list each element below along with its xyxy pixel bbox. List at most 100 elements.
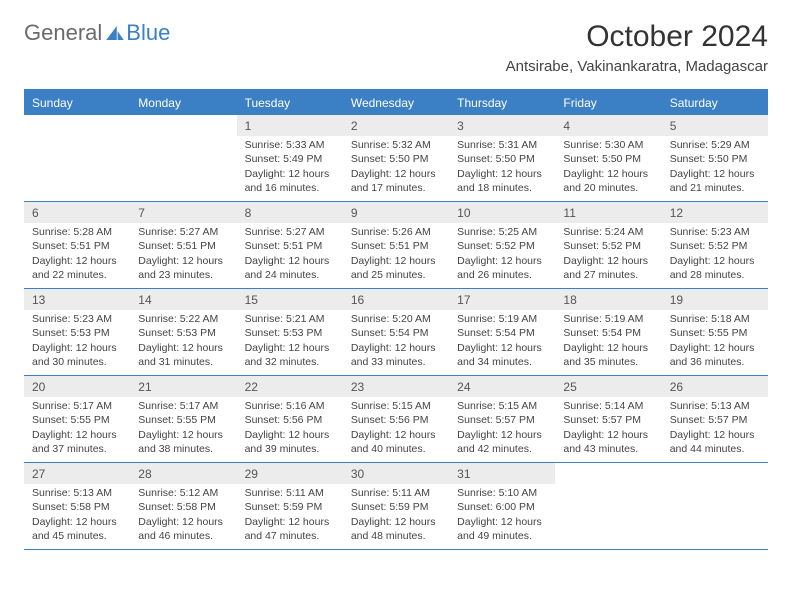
day-details: Sunrise: 5:27 AMSunset: 5:51 PMDaylight:… (237, 223, 343, 286)
day-header: Tuesday (237, 91, 343, 115)
day-number: 30 (343, 463, 449, 484)
day-number: 13 (24, 289, 130, 310)
empty-cell (662, 463, 768, 549)
day-cell: 22Sunrise: 5:16 AMSunset: 5:56 PMDayligh… (237, 376, 343, 462)
day-number: 11 (555, 202, 661, 223)
day-number: 8 (237, 202, 343, 223)
day-number: 17 (449, 289, 555, 310)
day-number: 25 (555, 376, 661, 397)
day-cell: 30Sunrise: 5:11 AMSunset: 5:59 PMDayligh… (343, 463, 449, 549)
day-number: 18 (555, 289, 661, 310)
day-details: Sunrise: 5:20 AMSunset: 5:54 PMDaylight:… (343, 310, 449, 373)
day-number: 27 (24, 463, 130, 484)
sail-icon (106, 26, 124, 40)
day-cell: 31Sunrise: 5:10 AMSunset: 6:00 PMDayligh… (449, 463, 555, 549)
day-cell: 11Sunrise: 5:24 AMSunset: 5:52 PMDayligh… (555, 202, 661, 288)
day-cell: 5Sunrise: 5:29 AMSunset: 5:50 PMDaylight… (662, 115, 768, 201)
day-details: Sunrise: 5:11 AMSunset: 5:59 PMDaylight:… (237, 484, 343, 547)
empty-cell (555, 463, 661, 549)
day-details: Sunrise: 5:10 AMSunset: 6:00 PMDaylight:… (449, 484, 555, 547)
week-row: 13Sunrise: 5:23 AMSunset: 5:53 PMDayligh… (24, 289, 768, 376)
day-cell: 27Sunrise: 5:13 AMSunset: 5:58 PMDayligh… (24, 463, 130, 549)
day-details: Sunrise: 5:29 AMSunset: 5:50 PMDaylight:… (662, 136, 768, 199)
header: General Blue October 2024 Antsirabe, Vak… (24, 20, 768, 75)
day-header: Sunday (24, 91, 130, 115)
day-number: 1 (237, 115, 343, 136)
logo-text-blue: Blue (126, 20, 170, 46)
day-details: Sunrise: 5:23 AMSunset: 5:52 PMDaylight:… (662, 223, 768, 286)
day-details: Sunrise: 5:13 AMSunset: 5:58 PMDaylight:… (24, 484, 130, 547)
day-cell: 28Sunrise: 5:12 AMSunset: 5:58 PMDayligh… (130, 463, 236, 549)
day-number: 10 (449, 202, 555, 223)
day-details: Sunrise: 5:27 AMSunset: 5:51 PMDaylight:… (130, 223, 236, 286)
day-number: 6 (24, 202, 130, 223)
logo: General Blue (24, 20, 170, 46)
day-details: Sunrise: 5:26 AMSunset: 5:51 PMDaylight:… (343, 223, 449, 286)
calendar: SundayMondayTuesdayWednesdayThursdayFrid… (24, 89, 768, 550)
day-details: Sunrise: 5:31 AMSunset: 5:50 PMDaylight:… (449, 136, 555, 199)
day-cell: 14Sunrise: 5:22 AMSunset: 5:53 PMDayligh… (130, 289, 236, 375)
day-cell: 2Sunrise: 5:32 AMSunset: 5:50 PMDaylight… (343, 115, 449, 201)
day-details: Sunrise: 5:28 AMSunset: 5:51 PMDaylight:… (24, 223, 130, 286)
day-header: Thursday (449, 91, 555, 115)
day-cell: 29Sunrise: 5:11 AMSunset: 5:59 PMDayligh… (237, 463, 343, 549)
day-number: 15 (237, 289, 343, 310)
day-cell: 26Sunrise: 5:13 AMSunset: 5:57 PMDayligh… (662, 376, 768, 462)
day-details: Sunrise: 5:18 AMSunset: 5:55 PMDaylight:… (662, 310, 768, 373)
week-row: 6Sunrise: 5:28 AMSunset: 5:51 PMDaylight… (24, 202, 768, 289)
day-details: Sunrise: 5:23 AMSunset: 5:53 PMDaylight:… (24, 310, 130, 373)
day-number: 21 (130, 376, 236, 397)
day-cell: 4Sunrise: 5:30 AMSunset: 5:50 PMDaylight… (555, 115, 661, 201)
day-number: 29 (237, 463, 343, 484)
day-details: Sunrise: 5:19 AMSunset: 5:54 PMDaylight:… (555, 310, 661, 373)
day-header: Monday (130, 91, 236, 115)
day-cell: 13Sunrise: 5:23 AMSunset: 5:53 PMDayligh… (24, 289, 130, 375)
day-cell: 16Sunrise: 5:20 AMSunset: 5:54 PMDayligh… (343, 289, 449, 375)
day-number: 9 (343, 202, 449, 223)
week-row: 1Sunrise: 5:33 AMSunset: 5:49 PMDaylight… (24, 115, 768, 202)
day-details: Sunrise: 5:17 AMSunset: 5:55 PMDaylight:… (130, 397, 236, 460)
day-header: Wednesday (343, 91, 449, 115)
day-details: Sunrise: 5:25 AMSunset: 5:52 PMDaylight:… (449, 223, 555, 286)
day-cell: 25Sunrise: 5:14 AMSunset: 5:57 PMDayligh… (555, 376, 661, 462)
day-number: 20 (24, 376, 130, 397)
week-row: 27Sunrise: 5:13 AMSunset: 5:58 PMDayligh… (24, 463, 768, 550)
day-number: 2 (343, 115, 449, 136)
day-details: Sunrise: 5:21 AMSunset: 5:53 PMDaylight:… (237, 310, 343, 373)
day-details: Sunrise: 5:30 AMSunset: 5:50 PMDaylight:… (555, 136, 661, 199)
day-cell: 18Sunrise: 5:19 AMSunset: 5:54 PMDayligh… (555, 289, 661, 375)
day-details: Sunrise: 5:19 AMSunset: 5:54 PMDaylight:… (449, 310, 555, 373)
day-cell: 12Sunrise: 5:23 AMSunset: 5:52 PMDayligh… (662, 202, 768, 288)
day-details: Sunrise: 5:14 AMSunset: 5:57 PMDaylight:… (555, 397, 661, 460)
day-details: Sunrise: 5:15 AMSunset: 5:56 PMDaylight:… (343, 397, 449, 460)
month-title: October 2024 (506, 20, 768, 54)
day-header: Friday (555, 91, 661, 115)
day-details: Sunrise: 5:17 AMSunset: 5:55 PMDaylight:… (24, 397, 130, 460)
day-cell: 21Sunrise: 5:17 AMSunset: 5:55 PMDayligh… (130, 376, 236, 462)
day-number: 28 (130, 463, 236, 484)
day-number: 3 (449, 115, 555, 136)
day-number: 26 (662, 376, 768, 397)
logo-text-general: General (24, 20, 102, 46)
day-number: 23 (343, 376, 449, 397)
day-details: Sunrise: 5:12 AMSunset: 5:58 PMDaylight:… (130, 484, 236, 547)
day-number: 5 (662, 115, 768, 136)
day-cell: 20Sunrise: 5:17 AMSunset: 5:55 PMDayligh… (24, 376, 130, 462)
day-headers-row: SundayMondayTuesdayWednesdayThursdayFrid… (24, 91, 768, 115)
day-details: Sunrise: 5:11 AMSunset: 5:59 PMDaylight:… (343, 484, 449, 547)
day-details: Sunrise: 5:22 AMSunset: 5:53 PMDaylight:… (130, 310, 236, 373)
location: Antsirabe, Vakinankaratra, Madagascar (506, 58, 768, 75)
day-number: 14 (130, 289, 236, 310)
day-cell: 6Sunrise: 5:28 AMSunset: 5:51 PMDaylight… (24, 202, 130, 288)
title-block: October 2024 Antsirabe, Vakinankaratra, … (506, 20, 768, 75)
day-details: Sunrise: 5:33 AMSunset: 5:49 PMDaylight:… (237, 136, 343, 199)
day-number: 22 (237, 376, 343, 397)
day-cell: 23Sunrise: 5:15 AMSunset: 5:56 PMDayligh… (343, 376, 449, 462)
day-header: Saturday (662, 91, 768, 115)
day-cell: 10Sunrise: 5:25 AMSunset: 5:52 PMDayligh… (449, 202, 555, 288)
day-details: Sunrise: 5:32 AMSunset: 5:50 PMDaylight:… (343, 136, 449, 199)
day-details: Sunrise: 5:24 AMSunset: 5:52 PMDaylight:… (555, 223, 661, 286)
day-cell: 24Sunrise: 5:15 AMSunset: 5:57 PMDayligh… (449, 376, 555, 462)
day-cell: 8Sunrise: 5:27 AMSunset: 5:51 PMDaylight… (237, 202, 343, 288)
day-number: 24 (449, 376, 555, 397)
